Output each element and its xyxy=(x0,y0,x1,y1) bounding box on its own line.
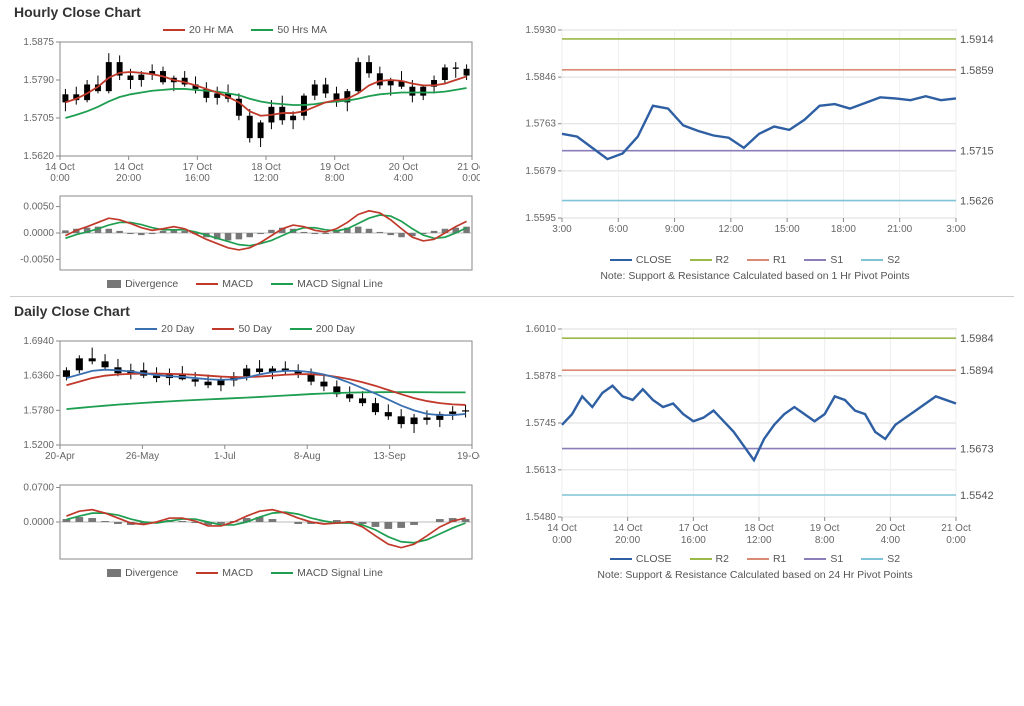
svg-text:17 Oct: 17 Oct xyxy=(183,162,213,173)
svg-text:20:00: 20:00 xyxy=(615,535,640,546)
svg-text:0.0700: 0.0700 xyxy=(23,482,54,493)
daily-section: Daily Close Chart 20 Day50 Day200 Day 1.… xyxy=(10,303,1014,581)
svg-text:20 Oct: 20 Oct xyxy=(389,162,419,173)
daily-macd-chart: 0.0000 0.0700 xyxy=(10,475,480,565)
svg-text:0.0000: 0.0000 xyxy=(23,228,54,239)
svg-text:8:00: 8:00 xyxy=(815,535,835,546)
svg-text:1.5626: 1.5626 xyxy=(960,196,994,208)
svg-text:16:00: 16:00 xyxy=(185,173,210,184)
hourly-sr-legend: CLOSER2R1S1S2 xyxy=(510,254,1000,266)
svg-text:1.5875: 1.5875 xyxy=(23,37,54,48)
svg-text:1.5984: 1.5984 xyxy=(960,333,994,345)
svg-text:1.5542: 1.5542 xyxy=(960,490,994,502)
daily-title: Daily Close Chart xyxy=(10,303,1014,319)
svg-text:1.5894: 1.5894 xyxy=(960,365,994,377)
hourly-macd-chart: -0.0050 0.0000 0.0050 xyxy=(10,186,480,276)
hourly-title: Hourly Close Chart xyxy=(10,4,1014,20)
svg-text:20-Apr: 20-Apr xyxy=(45,451,76,462)
svg-text:1.5878: 1.5878 xyxy=(525,371,556,382)
svg-text:12:00: 12:00 xyxy=(718,224,743,235)
hourly-section: Hourly Close Chart 20 Hr MA50 Hrs MA 1.5… xyxy=(10,4,1014,290)
svg-text:18 Oct: 18 Oct xyxy=(744,523,774,534)
svg-text:1.5715: 1.5715 xyxy=(960,146,994,158)
svg-text:21 Oct: 21 Oct xyxy=(941,523,971,534)
svg-text:0:00: 0:00 xyxy=(462,173,480,184)
svg-text:0:00: 0:00 xyxy=(946,535,966,546)
svg-text:1.5613: 1.5613 xyxy=(525,465,556,476)
hourly-price-legend: 20 Hr MA50 Hrs MA xyxy=(10,24,480,36)
svg-text:1.5930: 1.5930 xyxy=(525,25,556,36)
daily-price-chart: 1.5200 1.5780 1.6360 1.6940 20-Apr 26-May 1-Ju… xyxy=(10,335,480,475)
svg-text:1.5595: 1.5595 xyxy=(525,213,556,224)
svg-text:1.5480: 1.5480 xyxy=(525,512,556,523)
svg-text:26-May: 26-May xyxy=(126,451,159,462)
svg-text:18:00: 18:00 xyxy=(831,224,856,235)
svg-text:1.6940: 1.6940 xyxy=(23,336,54,347)
hourly-price-chart: 1.56201.57051.57901.587514 Oct0:0014 Oct… xyxy=(10,36,480,186)
svg-text:13-Sep: 13-Sep xyxy=(373,451,406,462)
svg-text:1.5745: 1.5745 xyxy=(525,418,556,429)
svg-text:1.5200: 1.5200 xyxy=(23,440,54,451)
svg-text:0.0050: 0.0050 xyxy=(23,202,54,213)
svg-text:16:00: 16:00 xyxy=(681,535,706,546)
svg-text:1.5763: 1.5763 xyxy=(525,119,556,130)
svg-text:17 Oct: 17 Oct xyxy=(679,523,709,534)
svg-text:20:00: 20:00 xyxy=(116,173,141,184)
svg-text:12:00: 12:00 xyxy=(253,173,278,184)
divider xyxy=(10,296,1014,297)
svg-text:1.6010: 1.6010 xyxy=(525,324,556,335)
svg-text:0:00: 0:00 xyxy=(50,173,70,184)
svg-text:4:00: 4:00 xyxy=(881,535,901,546)
svg-text:1.5780: 1.5780 xyxy=(23,405,54,416)
hourly-macd-legend: DivergenceMACDMACD Signal Line xyxy=(10,278,480,290)
svg-text:14 Oct: 14 Oct xyxy=(547,523,577,534)
svg-text:19-Oct: 19-Oct xyxy=(457,451,480,462)
svg-text:1.5705: 1.5705 xyxy=(23,113,54,124)
hourly-sr-note: Note: Support & Resistance Calculated ba… xyxy=(510,270,1000,282)
svg-text:21:00: 21:00 xyxy=(887,224,912,235)
svg-text:14 Oct: 14 Oct xyxy=(45,162,75,173)
svg-text:15:00: 15:00 xyxy=(775,224,800,235)
daily-sr-legend: CLOSER2R1S1S2 xyxy=(510,553,1000,565)
svg-text:14 Oct: 14 Oct xyxy=(114,162,144,173)
svg-text:4:00: 4:00 xyxy=(394,173,414,184)
svg-text:1.5846: 1.5846 xyxy=(525,72,556,83)
svg-text:1.5673: 1.5673 xyxy=(960,444,994,456)
daily-price-legend: 20 Day50 Day200 Day xyxy=(10,323,480,335)
svg-text:21 Oct: 21 Oct xyxy=(457,162,480,173)
daily-macd-legend: DivergenceMACDMACD Signal Line xyxy=(10,567,480,579)
svg-text:-0.0050: -0.0050 xyxy=(20,254,54,265)
svg-text:6:00: 6:00 xyxy=(609,224,629,235)
svg-text:1.5620: 1.5620 xyxy=(23,151,54,162)
svg-text:8:00: 8:00 xyxy=(325,173,345,184)
svg-text:1.5790: 1.5790 xyxy=(23,75,54,86)
svg-text:0.0000: 0.0000 xyxy=(23,517,54,528)
svg-text:0:00: 0:00 xyxy=(552,535,572,546)
svg-text:9:00: 9:00 xyxy=(665,224,685,235)
svg-text:18 Oct: 18 Oct xyxy=(251,162,281,173)
svg-text:1-Jul: 1-Jul xyxy=(214,451,236,462)
svg-text:19 Oct: 19 Oct xyxy=(320,162,350,173)
hourly-sr-chart: 1.5595 1.5679 1.5763 1.5846 1.5930 3:00 6:00 9:… xyxy=(510,22,1000,252)
daily-sr-note: Note: Support & Resistance Calculated ba… xyxy=(510,569,1000,581)
svg-text:8-Aug: 8-Aug xyxy=(294,451,321,462)
svg-text:3:00: 3:00 xyxy=(946,224,966,235)
svg-text:3:00: 3:00 xyxy=(552,224,572,235)
svg-text:1.5914: 1.5914 xyxy=(960,34,994,46)
svg-text:14 Oct: 14 Oct xyxy=(613,523,643,534)
svg-text:19 Oct: 19 Oct xyxy=(810,523,840,534)
svg-text:1.5679: 1.5679 xyxy=(525,166,556,177)
svg-text:20 Oct: 20 Oct xyxy=(876,523,906,534)
daily-sr-chart: 1.54801.56131.57451.58781.601014 Oct0:00… xyxy=(510,321,1000,551)
svg-text:12:00: 12:00 xyxy=(746,535,771,546)
svg-text:1.6360: 1.6360 xyxy=(23,371,54,382)
svg-text:1.5859: 1.5859 xyxy=(960,65,994,77)
